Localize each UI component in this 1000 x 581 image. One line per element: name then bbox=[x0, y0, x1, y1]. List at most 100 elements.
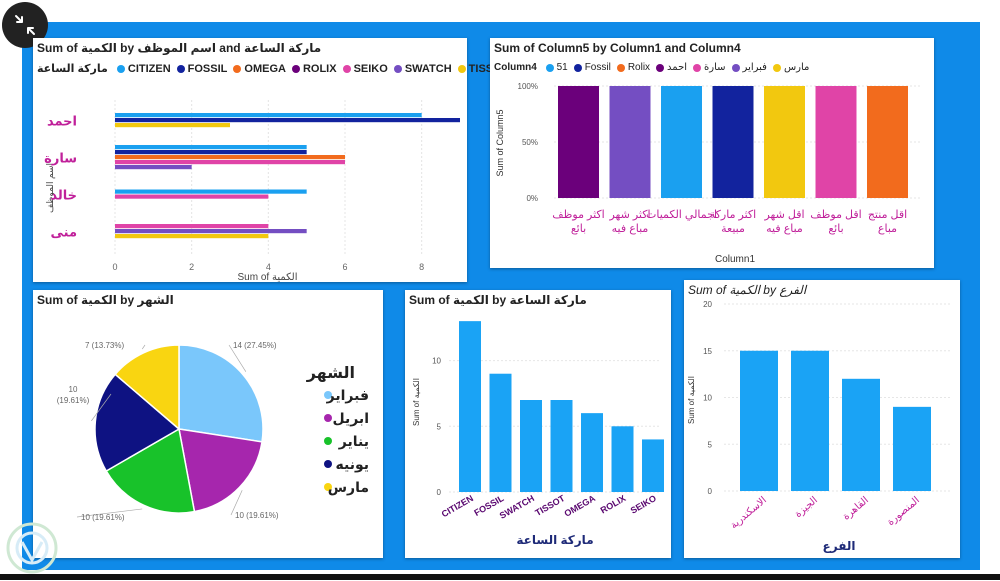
legend-label: يونيه bbox=[336, 456, 370, 473]
legend-label: ROLIX bbox=[302, 62, 337, 75]
category-label: احمد bbox=[47, 114, 77, 129]
bar bbox=[558, 86, 599, 198]
data-label: 10 (19.61%) bbox=[235, 511, 279, 520]
chart-title: Sum of الكمية by الفرع bbox=[688, 283, 807, 297]
bar bbox=[764, 86, 805, 198]
leader-line bbox=[76, 508, 143, 518]
legend-dot bbox=[116, 64, 125, 73]
employee-brand-bar-chart[interactable]: Sum of الكمية by اسم الموظف and ماركة ال… bbox=[33, 38, 508, 282]
legend-dot bbox=[324, 391, 332, 399]
bottom-bar bbox=[0, 574, 1000, 580]
x-tick-label: القاهرة bbox=[841, 495, 871, 523]
bar bbox=[842, 378, 880, 491]
bar-seiko bbox=[115, 194, 269, 199]
bar bbox=[550, 400, 573, 492]
legend-label: مارس bbox=[328, 479, 369, 495]
category-label: خالد bbox=[50, 188, 77, 203]
x-tick-label: الاسكندرية bbox=[728, 495, 768, 531]
pie-slice bbox=[178, 428, 263, 513]
x-tick-label: 8 bbox=[419, 262, 424, 272]
legend-dot bbox=[324, 483, 332, 491]
x-tick-label: ROLIX bbox=[599, 493, 628, 515]
x-tick-label: اكثر موظف بائع bbox=[552, 209, 604, 235]
y-tick-label: 5 bbox=[708, 440, 713, 449]
category-label: سارة bbox=[44, 151, 77, 166]
x-tick-label: TISSOT bbox=[533, 493, 567, 518]
bar-citizen bbox=[115, 145, 307, 150]
legend-items: CITIZEN FOSSIL OMEGA ROLIX SEIKO SWATCH TISSOT bbox=[111, 62, 508, 75]
bar-seiko bbox=[115, 224, 269, 229]
x-tick-label: اقل شهر مباع فيه bbox=[763, 209, 804, 235]
legend-dot bbox=[616, 63, 625, 72]
legend-items: 51 Fossil Rolix احمد سارة فبراير مارس bbox=[540, 62, 809, 73]
legend-title: Column4 bbox=[494, 62, 537, 74]
x-tick-label: المنصورة bbox=[885, 495, 922, 528]
pie-slice bbox=[178, 344, 264, 443]
legend: Column4 51 Fossil Rolix احمد سارة فبراير مارس bbox=[494, 62, 809, 73]
legend-label: فبراير bbox=[742, 62, 767, 73]
legend-dot bbox=[324, 460, 332, 468]
leader-line bbox=[141, 344, 146, 350]
branch-quantity-chart[interactable]: Sum of الكمية by الفرع 0 5 10 15 20 Sum of ال… bbox=[684, 280, 960, 558]
legend-label: 51 bbox=[556, 62, 568, 73]
x-tick-label: اجمالي الكميات bbox=[646, 209, 717, 221]
legend-dot bbox=[324, 414, 332, 422]
legend-dot bbox=[731, 63, 740, 72]
legend-dot bbox=[291, 64, 300, 73]
x-tick-label: اكثر شهر مباع فيه bbox=[608, 209, 650, 235]
data-label: 14 (27.45%) bbox=[233, 341, 277, 350]
logo-watermark-icon bbox=[4, 520, 60, 576]
y-tick-label: 0 bbox=[437, 488, 442, 497]
leader-line bbox=[230, 490, 243, 516]
legend-title: الشهر bbox=[306, 365, 355, 382]
bar-swatch bbox=[115, 165, 192, 170]
x-tick-label: 4 bbox=[266, 262, 271, 272]
bar bbox=[893, 406, 931, 491]
x-tick-label: اقل موظف بائع bbox=[810, 209, 861, 235]
column5-percent-chart[interactable]: Sum of Column5 by Column1 and Column4 Co… bbox=[490, 38, 934, 268]
legend-dot bbox=[342, 64, 351, 73]
bar-swatch bbox=[115, 229, 307, 234]
legend-label: احمد bbox=[667, 62, 688, 73]
data-label: 7 (13.73%) bbox=[85, 341, 124, 350]
x-tick-label: 2 bbox=[189, 262, 194, 272]
bar-fossil bbox=[115, 150, 307, 155]
bar bbox=[712, 86, 754, 198]
bar bbox=[867, 86, 908, 198]
legend-label: فبراير bbox=[326, 387, 369, 404]
legend-label: Rolix bbox=[627, 62, 651, 73]
chart-title: Sum of الكمية by الشهر bbox=[37, 293, 174, 307]
bar bbox=[459, 321, 481, 492]
plot-area: 0 5 10 15 20 Sum of الكمية الاسكندرية الجيزة الق… bbox=[687, 300, 950, 553]
bar-citizen bbox=[115, 189, 307, 194]
y-tick-label: 20 bbox=[703, 300, 712, 309]
legend-dot bbox=[545, 63, 554, 72]
legend-dot bbox=[393, 64, 402, 73]
legend-label: SEIKO bbox=[353, 62, 388, 75]
brand-quantity-chart[interactable]: Sum of الكمية by ماركة الساعة 0 5 10 Sum of… bbox=[405, 290, 671, 558]
legend-dot bbox=[233, 64, 242, 73]
x-tick-label: SEIKO bbox=[629, 493, 658, 516]
bar-omega bbox=[115, 155, 345, 160]
y-tick-label: 5 bbox=[437, 422, 442, 431]
y-tick-label: 0 bbox=[708, 487, 713, 496]
month-pie-chart[interactable]: Sum of الكمية by الشهر 14 (27.45%) 10 (19… bbox=[33, 290, 383, 558]
legend-dot bbox=[573, 63, 582, 72]
x-tick-label: الجيزة bbox=[793, 495, 820, 520]
bar bbox=[581, 413, 603, 492]
legend-label: يناير bbox=[338, 433, 369, 450]
chart-title: Sum of الكمية by اسم الموظف and ماركة ال… bbox=[37, 41, 322, 55]
x-tick-label: CITIZEN bbox=[440, 493, 475, 519]
data-label: 10 (19.61%) bbox=[57, 385, 90, 405]
bar bbox=[489, 373, 512, 492]
bar bbox=[740, 350, 778, 491]
x-tick-label: 0 bbox=[112, 262, 117, 272]
bar bbox=[609, 86, 651, 198]
chart-title: Sum of Column5 by Column1 and Column4 bbox=[494, 41, 741, 55]
legend-label: CITIZEN bbox=[127, 62, 171, 75]
category-label: منى bbox=[50, 225, 77, 240]
y-axis-title: Sum of الكمية bbox=[412, 378, 421, 426]
y-axis-title: Sum of الكمية bbox=[687, 376, 696, 424]
bar-seiko bbox=[115, 160, 345, 165]
